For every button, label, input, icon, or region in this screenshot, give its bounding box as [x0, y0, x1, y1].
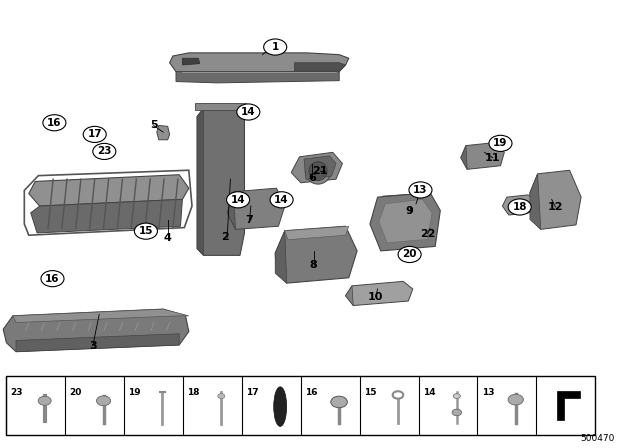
Polygon shape — [346, 286, 353, 306]
Text: 13: 13 — [413, 185, 428, 195]
Circle shape — [489, 135, 512, 151]
Polygon shape — [29, 175, 189, 206]
Polygon shape — [275, 231, 287, 283]
Circle shape — [97, 396, 111, 406]
Text: 16: 16 — [47, 118, 61, 128]
Polygon shape — [346, 281, 413, 306]
Polygon shape — [31, 199, 182, 233]
Polygon shape — [170, 53, 349, 72]
Text: 7: 7 — [246, 215, 253, 224]
Text: 4: 4 — [164, 233, 172, 243]
Text: 18: 18 — [188, 388, 200, 397]
Text: 15: 15 — [364, 388, 376, 397]
Circle shape — [218, 394, 225, 399]
Text: 16: 16 — [45, 274, 60, 284]
Polygon shape — [379, 199, 432, 243]
Text: 19: 19 — [493, 138, 508, 148]
Text: 2: 2 — [221, 233, 229, 242]
Polygon shape — [197, 108, 244, 255]
Polygon shape — [461, 146, 467, 169]
Text: 14: 14 — [275, 195, 289, 205]
Circle shape — [134, 223, 157, 239]
Circle shape — [38, 396, 51, 405]
Circle shape — [83, 126, 106, 142]
Text: 23: 23 — [97, 146, 111, 156]
Text: 20: 20 — [70, 388, 82, 397]
Text: 19: 19 — [129, 388, 141, 397]
Circle shape — [41, 271, 64, 287]
Polygon shape — [182, 58, 200, 65]
Polygon shape — [176, 72, 339, 83]
Polygon shape — [530, 170, 581, 229]
Polygon shape — [3, 309, 189, 352]
Text: 500470: 500470 — [580, 434, 614, 443]
Circle shape — [227, 192, 250, 208]
Text: 1: 1 — [271, 42, 279, 52]
Text: 14: 14 — [423, 388, 435, 397]
Polygon shape — [376, 194, 430, 219]
Text: 3: 3 — [89, 341, 97, 351]
Circle shape — [508, 199, 531, 215]
Text: 14: 14 — [231, 195, 245, 205]
Polygon shape — [294, 63, 346, 71]
Text: 12: 12 — [548, 202, 563, 212]
Polygon shape — [13, 309, 189, 323]
Polygon shape — [195, 103, 246, 110]
Ellipse shape — [309, 162, 327, 181]
Circle shape — [409, 182, 432, 198]
Polygon shape — [461, 142, 504, 169]
Ellipse shape — [274, 387, 287, 426]
Text: 6: 6 — [308, 173, 316, 183]
Text: 18: 18 — [513, 202, 527, 212]
Circle shape — [452, 409, 461, 416]
Text: 23: 23 — [11, 388, 23, 397]
Circle shape — [237, 104, 260, 120]
Polygon shape — [197, 108, 204, 255]
Circle shape — [264, 39, 287, 55]
Ellipse shape — [305, 158, 331, 184]
Text: 11: 11 — [485, 153, 500, 163]
Text: 17: 17 — [88, 129, 102, 139]
Text: 9: 9 — [406, 207, 413, 216]
Circle shape — [398, 246, 421, 263]
Polygon shape — [227, 192, 236, 229]
Bar — [6, 376, 595, 435]
Circle shape — [43, 115, 66, 131]
Polygon shape — [157, 125, 170, 140]
Text: 15: 15 — [139, 226, 153, 236]
Circle shape — [331, 396, 348, 408]
Text: 22: 22 — [420, 229, 435, 239]
Text: 17: 17 — [246, 388, 259, 397]
Circle shape — [508, 394, 524, 405]
Text: 14: 14 — [241, 107, 255, 117]
Text: 10: 10 — [368, 292, 383, 302]
Polygon shape — [16, 334, 179, 352]
Text: 13: 13 — [482, 388, 494, 397]
Polygon shape — [530, 174, 541, 229]
Polygon shape — [370, 193, 440, 251]
Polygon shape — [502, 195, 536, 215]
Text: 20: 20 — [403, 250, 417, 259]
Text: 8: 8 — [310, 260, 317, 270]
Circle shape — [93, 143, 116, 159]
Polygon shape — [557, 391, 580, 420]
Polygon shape — [227, 188, 285, 229]
Circle shape — [453, 394, 460, 399]
Text: 5: 5 — [150, 121, 157, 130]
Text: 16: 16 — [305, 388, 317, 397]
Polygon shape — [275, 226, 357, 283]
Polygon shape — [291, 152, 342, 183]
Polygon shape — [304, 156, 336, 179]
Polygon shape — [285, 226, 349, 240]
Circle shape — [270, 192, 293, 208]
Text: 21: 21 — [312, 166, 328, 176]
